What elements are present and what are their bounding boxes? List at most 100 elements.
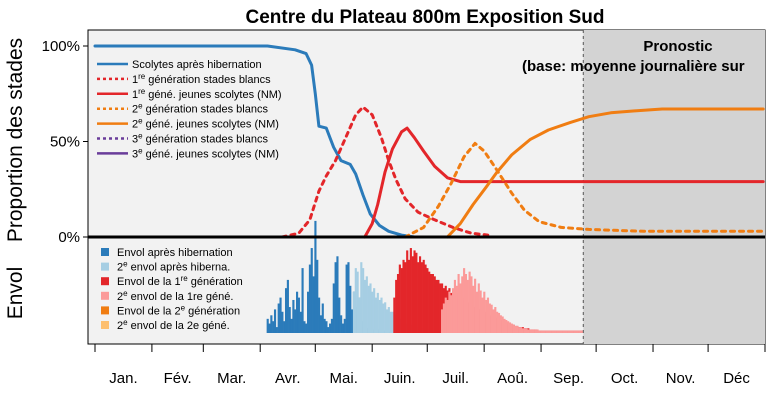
flight-bar bbox=[330, 318, 334, 333]
flight-bar bbox=[345, 264, 348, 333]
flight-bar bbox=[536, 329, 539, 333]
flight-bar bbox=[486, 297, 490, 333]
flight-bar bbox=[384, 302, 387, 333]
flight-bar bbox=[307, 291, 310, 333]
flight-bar bbox=[284, 288, 288, 333]
legend-bottom-label: 2e envol après hiberna. bbox=[117, 260, 230, 274]
flight-bar bbox=[327, 327, 330, 333]
flight-bar bbox=[363, 279, 367, 333]
flight-bar bbox=[341, 323, 345, 333]
flight-bar bbox=[444, 297, 447, 333]
flight-bar bbox=[512, 324, 515, 333]
flight-bar bbox=[406, 250, 409, 333]
flight-bar bbox=[362, 268, 365, 333]
flight-bar bbox=[347, 262, 350, 333]
flight-bar bbox=[387, 307, 390, 333]
flight-bar bbox=[525, 328, 528, 333]
flight-bar bbox=[349, 285, 352, 333]
series-line bbox=[280, 105, 490, 239]
flight-bar bbox=[319, 315, 322, 333]
flight-bar bbox=[275, 327, 278, 333]
flight-bar bbox=[580, 330, 583, 333]
y-axis-label-bottom: Envol bbox=[4, 267, 27, 320]
flight-bar bbox=[318, 297, 321, 333]
flight-bar bbox=[396, 274, 400, 333]
flight-bar bbox=[356, 271, 359, 333]
flight-bar bbox=[448, 291, 451, 333]
flight-bar bbox=[474, 278, 477, 333]
flight-bar bbox=[409, 248, 412, 333]
flight-bar bbox=[518, 327, 521, 333]
flight-bar bbox=[316, 259, 319, 333]
flight-bar bbox=[433, 276, 436, 333]
flight-bar bbox=[554, 330, 557, 333]
flight-bar bbox=[558, 330, 561, 333]
flight-bar bbox=[508, 322, 512, 333]
flight-bar bbox=[338, 297, 341, 333]
legend-top-label: 2e géné. jeunes scolytes (NM) bbox=[132, 117, 279, 131]
flight-bar bbox=[417, 262, 420, 333]
legend-bottom-label: Envol de la 1re génération bbox=[117, 274, 243, 288]
flight-bar bbox=[273, 309, 277, 333]
month-label: Aoû. bbox=[497, 370, 528, 387]
flight-bar bbox=[494, 307, 497, 333]
flight-bar bbox=[560, 330, 563, 333]
flight-bar bbox=[556, 330, 559, 333]
legend-bottom-swatch bbox=[101, 321, 109, 329]
series-line bbox=[363, 126, 765, 239]
flight-bar bbox=[562, 330, 565, 333]
flight-bar bbox=[496, 311, 499, 333]
flight-bar bbox=[519, 327, 523, 333]
flight-bar bbox=[527, 329, 530, 333]
flight-bar bbox=[530, 329, 534, 333]
month-label: Juil. bbox=[442, 370, 469, 387]
flight-bar bbox=[532, 329, 535, 333]
flight-bar bbox=[437, 279, 440, 333]
flight-bar bbox=[292, 299, 295, 333]
flight-bar bbox=[407, 259, 411, 333]
flight-bar bbox=[398, 264, 401, 333]
flight-bar bbox=[305, 323, 308, 333]
series-line bbox=[93, 44, 416, 239]
flight-bar bbox=[340, 315, 343, 333]
flight-bar bbox=[470, 276, 473, 333]
month-label: Déc bbox=[723, 370, 750, 387]
forecast-region bbox=[583, 30, 765, 344]
flight-bar bbox=[552, 330, 556, 333]
flight-bar bbox=[404, 262, 407, 333]
flight-bar bbox=[334, 262, 337, 333]
flight-bar bbox=[488, 303, 491, 333]
flight-bar bbox=[441, 309, 444, 333]
series-line bbox=[445, 107, 765, 239]
month-label: Mar. bbox=[217, 370, 246, 387]
flight-bar bbox=[428, 271, 431, 333]
flight-bar bbox=[483, 291, 486, 333]
flight-bar bbox=[452, 288, 455, 333]
flight-bar bbox=[411, 256, 414, 333]
flight-bar bbox=[492, 309, 495, 333]
flight-bar bbox=[463, 268, 466, 333]
flight-bar bbox=[455, 285, 458, 333]
flight-bar bbox=[514, 325, 517, 333]
flight-bar bbox=[378, 299, 381, 333]
flight-bar bbox=[551, 330, 554, 333]
flight-bar bbox=[497, 312, 501, 333]
flight-bar bbox=[321, 303, 324, 333]
legend-top-label: 1re génération stades blancs bbox=[132, 72, 271, 86]
flight-bar bbox=[475, 291, 479, 333]
flight-bar bbox=[477, 283, 480, 333]
flight-bar bbox=[290, 318, 293, 333]
month-label: Sep. bbox=[553, 370, 584, 387]
flight-bar bbox=[367, 285, 370, 333]
y-tick-label: 50% bbox=[50, 134, 80, 151]
legend-bottom-swatch bbox=[101, 277, 109, 286]
flight-bar bbox=[277, 303, 280, 333]
flight-bar bbox=[424, 264, 427, 333]
flight-bar bbox=[303, 321, 306, 333]
flight-bar bbox=[314, 220, 317, 333]
flight-bar bbox=[308, 264, 311, 333]
flight-bar bbox=[507, 321, 510, 333]
flight-bar bbox=[358, 297, 361, 333]
flight-bar bbox=[336, 256, 339, 333]
flight-bar bbox=[270, 315, 273, 333]
